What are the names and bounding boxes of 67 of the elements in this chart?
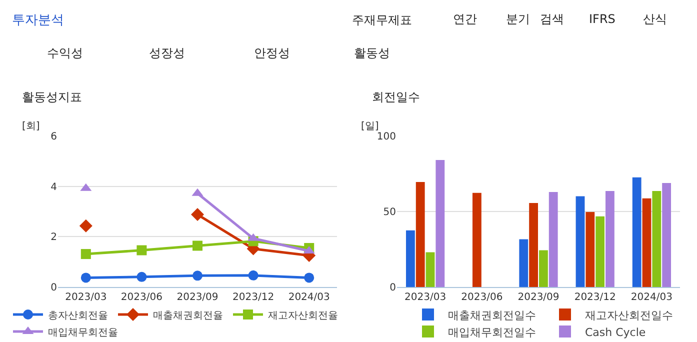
x-tick-label: 2023/06 xyxy=(461,292,503,303)
point xyxy=(191,208,204,222)
text: 수익성 xyxy=(47,46,83,60)
point xyxy=(304,272,314,283)
y-axis-title: [회] xyxy=(22,121,40,132)
legend-label: 매입채무회전율 xyxy=(48,327,118,338)
x-tick-label: 2023/06 xyxy=(120,292,162,303)
text: 활동성 xyxy=(354,46,390,60)
chart-title: 회전일수 xyxy=(372,90,420,104)
x-tick-label: 2023/12 xyxy=(574,292,616,303)
point xyxy=(80,249,91,260)
bar xyxy=(519,239,528,287)
x-tick-label: 2023/12 xyxy=(232,292,274,303)
bar xyxy=(606,190,614,287)
text: 연간 xyxy=(453,12,477,26)
text: 안정성 xyxy=(254,46,290,60)
bar xyxy=(642,198,652,287)
text: IFRS xyxy=(589,12,616,26)
y-tick-label: 0 xyxy=(390,282,396,294)
bar xyxy=(436,160,445,287)
x-tick-label: 2024/03 xyxy=(630,292,672,303)
text: 성장성 xyxy=(149,46,185,60)
legend-label: 재고자산회전일수 xyxy=(585,308,673,322)
y-tick-label: 2 xyxy=(50,232,57,244)
bar xyxy=(652,190,662,287)
bar xyxy=(576,196,585,287)
y-tick-label: 0 xyxy=(50,282,57,294)
x-tick-label: 2023/03 xyxy=(404,292,446,303)
y-tick-label: 4 xyxy=(50,182,57,193)
text: 검색 xyxy=(540,12,564,26)
point xyxy=(192,240,202,251)
point xyxy=(136,245,147,256)
chart-title: 활동성지표 xyxy=(22,90,82,104)
x-tick-label: 2023/09 xyxy=(176,292,218,303)
y-tick-label: 100 xyxy=(376,132,396,142)
x-tick-label: 2023/03 xyxy=(65,292,107,303)
legend-label: 총자산회전율 xyxy=(48,310,108,322)
point xyxy=(79,219,92,232)
bar xyxy=(662,182,672,287)
point xyxy=(136,272,147,282)
bar xyxy=(426,252,435,287)
legend-label: 매출채권회전율 xyxy=(153,310,223,322)
point xyxy=(192,270,202,281)
bar xyxy=(416,182,425,287)
y-tick-label: 6 xyxy=(50,132,57,142)
x-tick-label: 2024/03 xyxy=(288,292,330,303)
x-tick-label: 2023/09 xyxy=(518,292,560,303)
bar xyxy=(472,192,482,287)
legend-label: 매출채권회전일수 xyxy=(448,308,536,322)
y-axis-title: [일] xyxy=(361,121,379,132)
bar xyxy=(539,250,548,287)
text: 투자분석 xyxy=(12,13,64,28)
legend-label: 매입채무회전일수 xyxy=(448,326,536,339)
legend-label: Cash Cycle xyxy=(585,326,646,339)
bar xyxy=(632,177,642,287)
bar xyxy=(586,212,595,287)
y-tick-label: 50 xyxy=(383,207,396,218)
bar xyxy=(548,192,558,287)
bar xyxy=(406,230,415,287)
point xyxy=(80,272,91,283)
bar xyxy=(596,216,605,287)
text: 산식 xyxy=(643,12,667,26)
text: 분기 xyxy=(506,12,530,26)
bar xyxy=(529,203,538,287)
text: 주재무제표 xyxy=(352,13,412,27)
point xyxy=(248,270,258,280)
legend-label: 재고자산회전율 xyxy=(268,310,338,322)
